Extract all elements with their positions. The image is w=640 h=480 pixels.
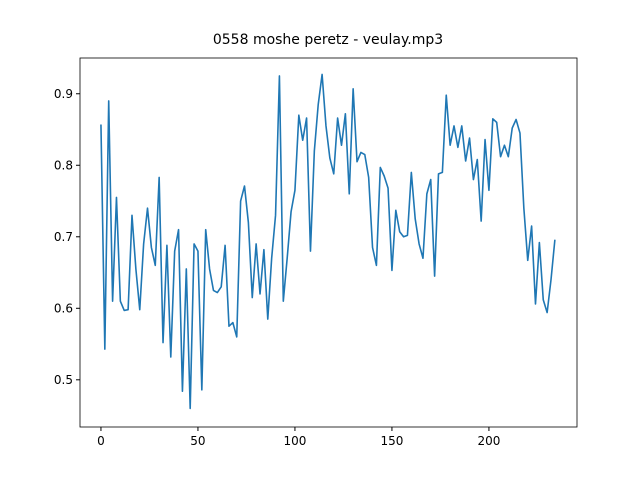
x-tick-label: 200	[477, 434, 500, 448]
y-tick-label: 0.6	[54, 301, 73, 315]
x-tick-label: 100	[283, 434, 306, 448]
x-tick-label: 0	[97, 434, 105, 448]
y-tick-label: 0.8	[54, 158, 73, 172]
y-tick-label: 0.9	[54, 87, 73, 101]
x-tick-label: 150	[380, 434, 403, 448]
axes-frame	[79, 57, 578, 428]
chart-title: 0558 moshe peretz - veulay.mp3	[213, 32, 443, 48]
y-tick-label: 0.7	[54, 230, 73, 244]
y-tick-label: 0.5	[54, 373, 73, 387]
x-tick-label: 50	[190, 434, 205, 448]
data-line	[100, 73, 556, 410]
